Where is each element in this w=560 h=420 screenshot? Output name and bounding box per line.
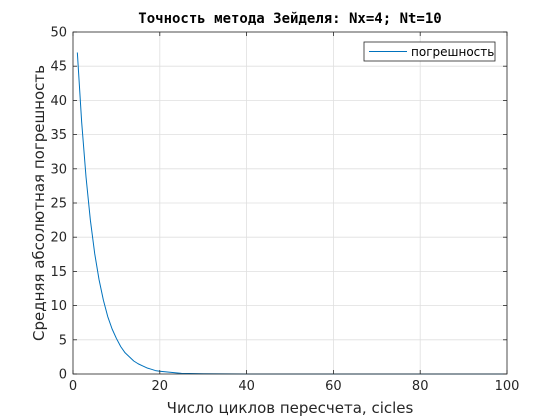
x-tick-label: 100 bbox=[495, 379, 520, 394]
chart-title: Точность метода Зейделя: Nx=4; Nt=10 bbox=[138, 11, 441, 27]
legend-box bbox=[363, 41, 496, 62]
y-tick-label: 15 bbox=[50, 265, 67, 280]
y-tick-label: 45 bbox=[50, 60, 67, 75]
x-tick-label: 40 bbox=[238, 379, 255, 394]
ticks: 0 20 40 60 80 100 0 5 10 15 20 25 30 35 40 45 50 bbox=[50, 26, 519, 395]
x-axis-label: Число циклов пересчета, cicles bbox=[167, 399, 414, 417]
y-tick-label: 20 bbox=[50, 231, 67, 246]
y-tick-label: 40 bbox=[50, 94, 67, 109]
y-tick-label: 10 bbox=[50, 299, 67, 314]
y-tick-label: 30 bbox=[50, 162, 67, 177]
x-tick-label: 80 bbox=[412, 379, 429, 394]
x-tick-label: 0 bbox=[69, 379, 77, 394]
legend: погрешность bbox=[363, 41, 496, 62]
y-tick-label: 25 bbox=[50, 197, 67, 212]
y-tick-label: 5 bbox=[59, 333, 67, 348]
x-tick-label: 20 bbox=[152, 379, 169, 394]
x-tick-label: 60 bbox=[325, 379, 342, 394]
y-axis-label: Средняя абсолютная погрешность bbox=[30, 65, 48, 341]
y-tick-label: 35 bbox=[50, 128, 67, 143]
y-tick-label: 0 bbox=[59, 368, 67, 383]
y-tick-label: 50 bbox=[50, 26, 67, 41]
legend-label: погрешность bbox=[411, 45, 494, 59]
